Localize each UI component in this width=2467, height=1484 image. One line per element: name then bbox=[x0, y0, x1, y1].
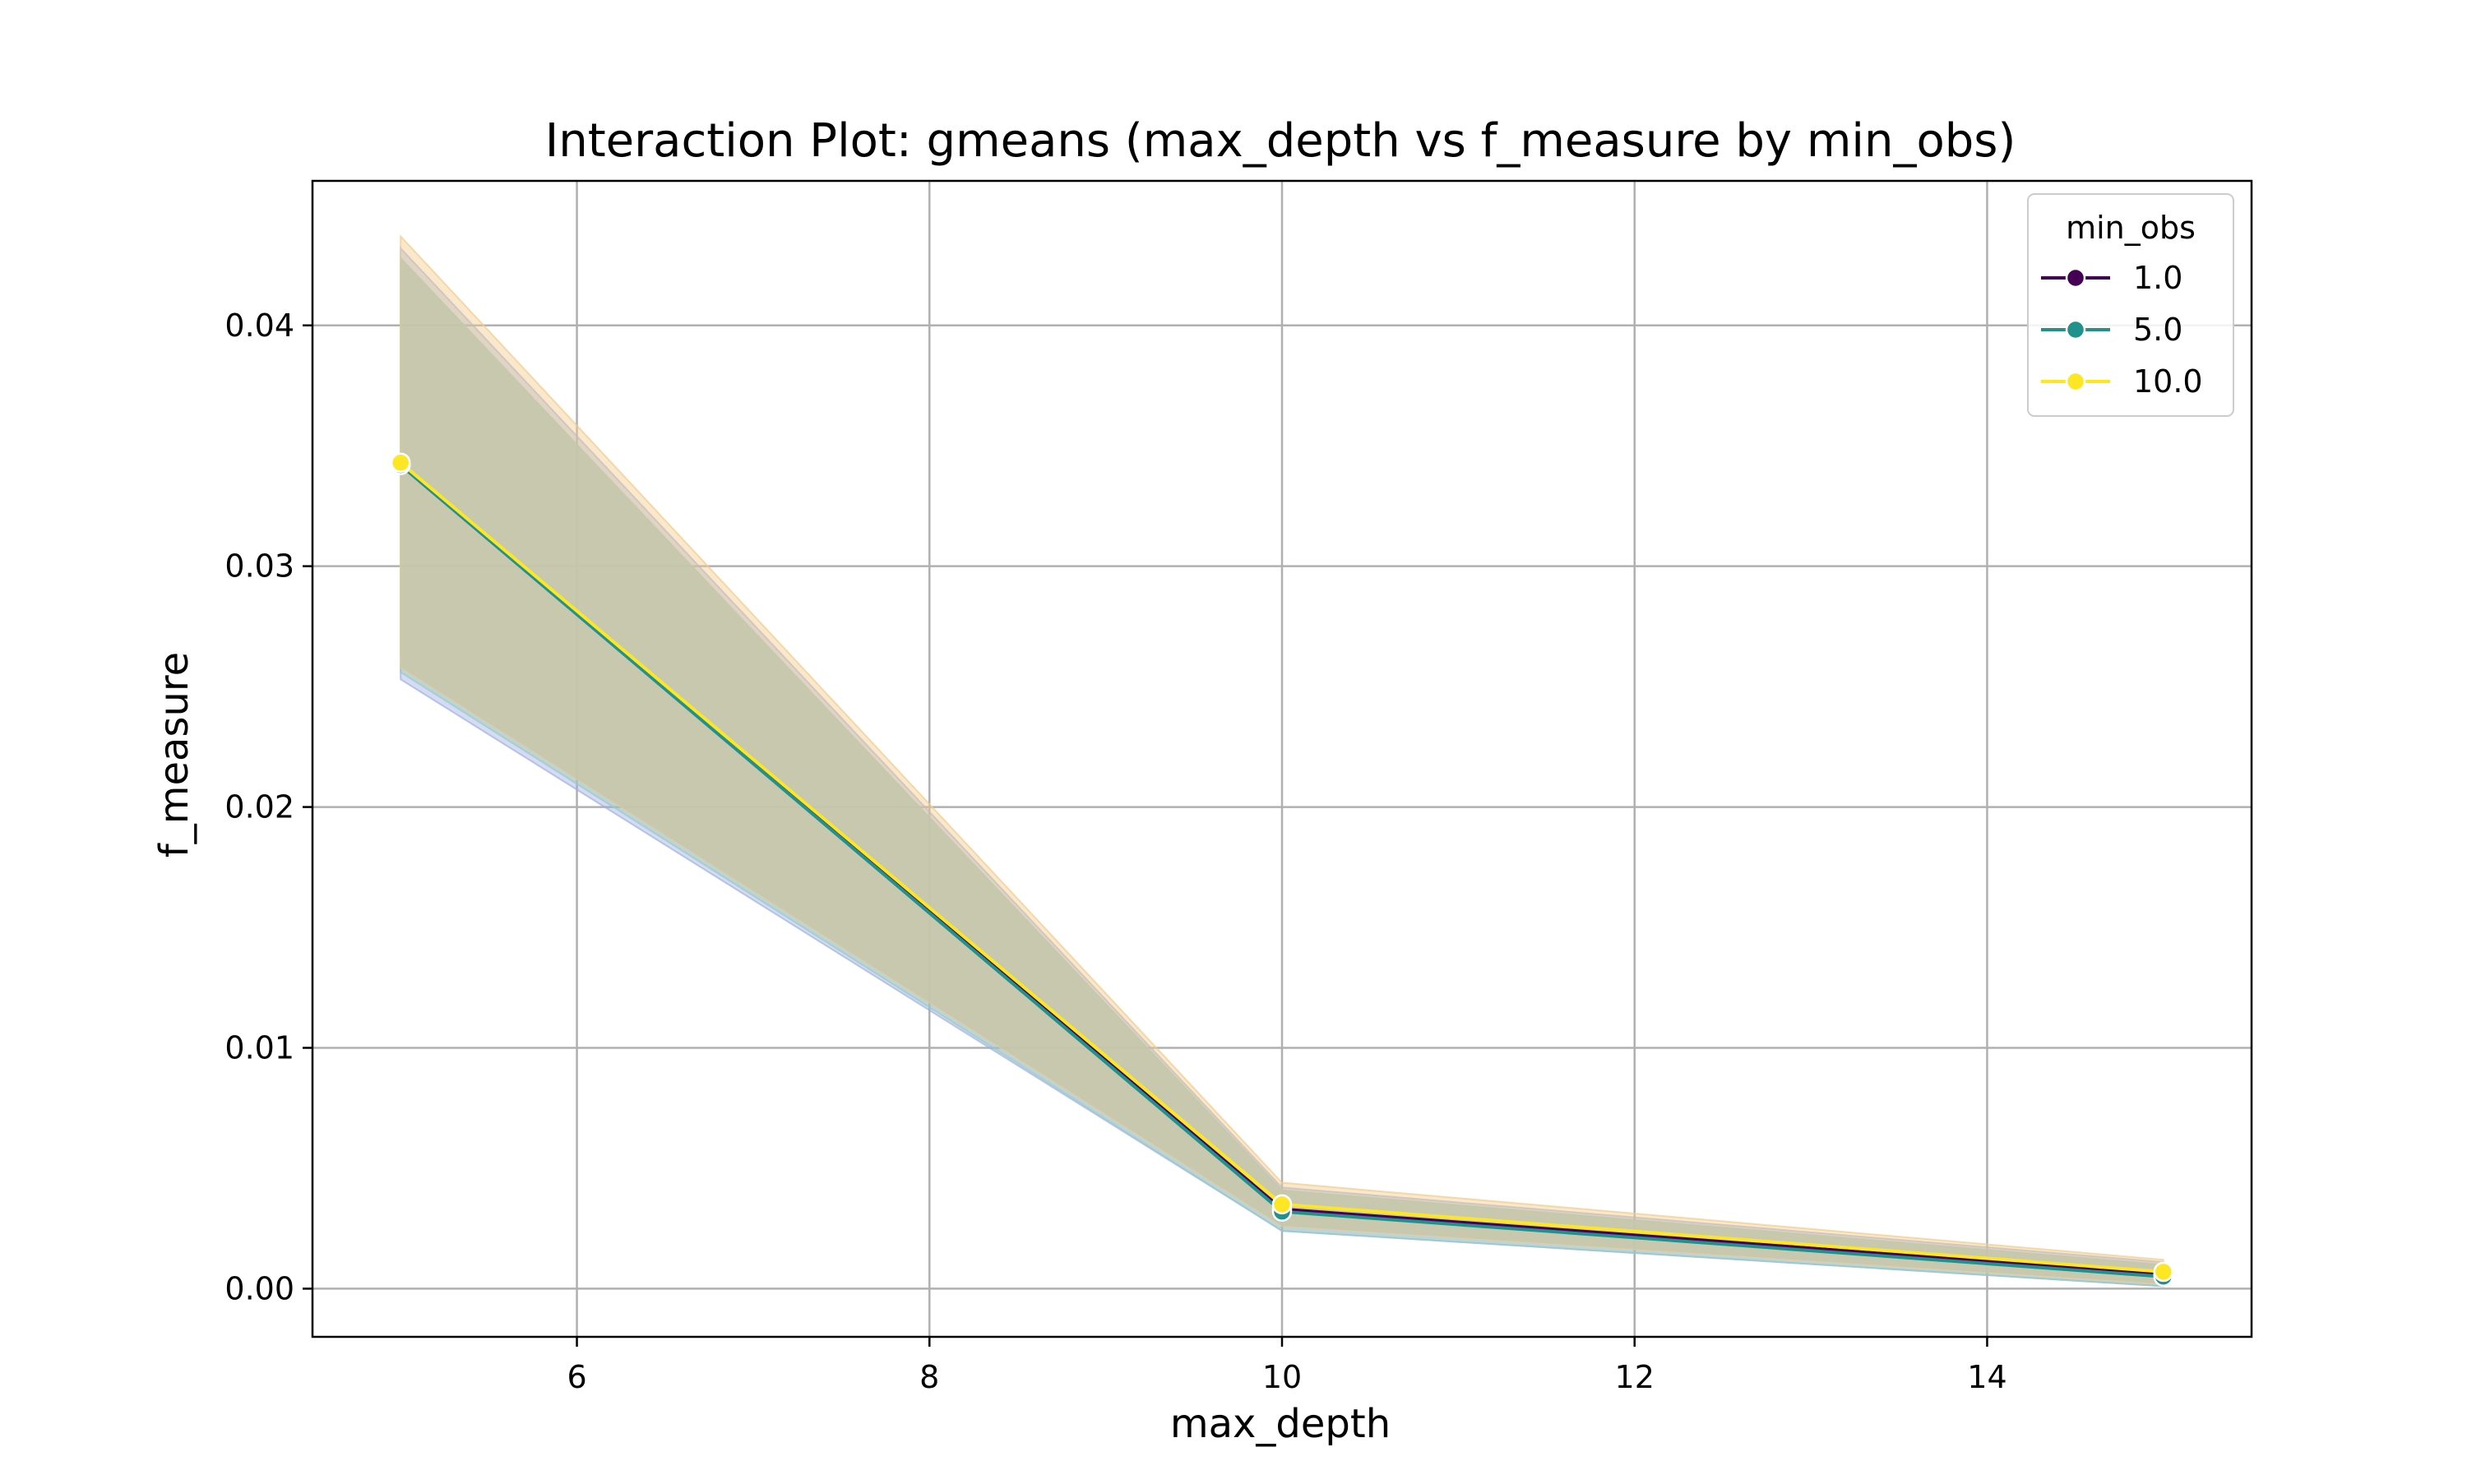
x-axis-label: max_depth bbox=[1170, 1401, 1391, 1447]
x-tick-label: 10 bbox=[1262, 1359, 1302, 1395]
legend: min_obs 1.0 5.0 10.0 bbox=[2027, 193, 2234, 417]
y-axis-label: f_measure bbox=[151, 652, 197, 858]
data-point bbox=[1271, 1194, 1293, 1215]
x-tick-label: 14 bbox=[1967, 1359, 2006, 1395]
chart-title: Interaction Plot: gmeans (max_depth vs f… bbox=[545, 114, 2016, 168]
legend-label: 1.0 bbox=[2133, 260, 2182, 296]
legend-box bbox=[2027, 193, 2234, 417]
confidence-band-overlap bbox=[400, 257, 2164, 1284]
series-markers bbox=[390, 452, 2174, 1288]
legend-marker-swatch bbox=[2065, 371, 2086, 392]
legend-item: 10.0 bbox=[2041, 363, 2203, 400]
data-point bbox=[390, 452, 411, 473]
y-tick-label: 0.01 bbox=[224, 1030, 294, 1066]
y-tick-label: 0.00 bbox=[224, 1270, 294, 1306]
legend-label: 10.0 bbox=[2133, 363, 2203, 400]
x-tick-label: 8 bbox=[919, 1359, 939, 1395]
data-point bbox=[2153, 1261, 2174, 1283]
legend-item: 1.0 bbox=[2041, 260, 2182, 296]
legend-items: 1.0 5.0 10.0 bbox=[2041, 260, 2203, 400]
y-tick-label: 0.04 bbox=[224, 307, 294, 344]
x-tick-label: 6 bbox=[567, 1359, 586, 1395]
legend-label: 5.0 bbox=[2133, 312, 2182, 348]
legend-marker-swatch bbox=[2065, 267, 2086, 289]
y-tick-label: 0.02 bbox=[224, 789, 294, 825]
legend-item: 5.0 bbox=[2041, 312, 2182, 348]
legend-title: min_obs bbox=[2066, 210, 2196, 246]
axis-ticks: 6 8 10 12 14 0.00 0.01 0.02 0.03 0.04 bbox=[224, 307, 2006, 1395]
y-tick-label: 0.03 bbox=[224, 548, 294, 585]
x-tick-label: 12 bbox=[1615, 1359, 1655, 1395]
legend-marker-swatch bbox=[2065, 319, 2086, 340]
